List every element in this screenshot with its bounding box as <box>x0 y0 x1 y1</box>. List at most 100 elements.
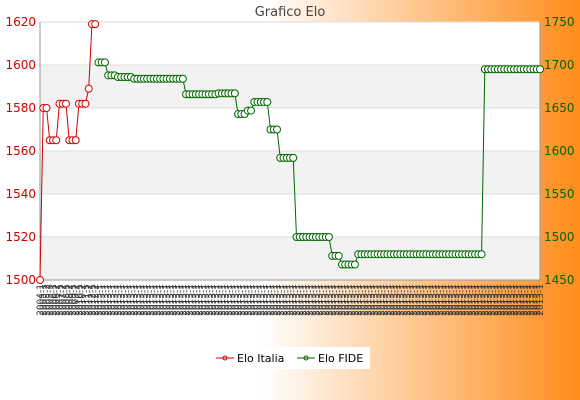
point-elo-fide <box>263 97 272 106</box>
x-tick-label: 2013-1 <box>286 284 296 316</box>
x-tick-label: 2013-1 <box>429 284 439 316</box>
x-tick-label: 2013-1 <box>361 284 371 316</box>
x-tick-label: 2013-1 <box>445 284 455 316</box>
x-tick-label: 2008-2 <box>65 284 75 316</box>
x-tick-label: 2013-1 <box>322 284 332 316</box>
point-elo-fide <box>350 260 359 269</box>
y-right-tick-label: 1700 <box>544 58 575 72</box>
x-tick-label: 2013-1 <box>273 284 283 316</box>
x-tick-label: 2013-1 <box>215 284 225 316</box>
x-tick-label: 2013-1 <box>137 284 147 316</box>
x-tick-labels: 2004-12005-12005-22005-32006-12006-22007… <box>36 284 546 316</box>
x-tick-label: 2013-1 <box>169 284 179 316</box>
y-right-tick-label: 1600 <box>544 144 575 158</box>
legend-box <box>210 347 370 369</box>
x-tick-label: 2013-1 <box>166 284 176 316</box>
x-tick-label: 2013-1 <box>500 284 510 316</box>
x-tick-label: 2013-1 <box>491 284 501 316</box>
x-tick-label: 2013-1 <box>517 284 527 316</box>
x-tick-label: 2011-2 <box>85 284 95 316</box>
x-tick-label: 2013-1 <box>208 284 218 316</box>
y-left-tick-label: 1520 <box>5 230 36 244</box>
x-tick-label: 2013-1 <box>302 284 312 316</box>
x-tick-label: 2013-1 <box>497 284 507 316</box>
y-left-tick-label: 1600 <box>5 58 36 72</box>
x-tick-label: 2013-1 <box>280 284 290 316</box>
x-tick-label: 2013-1 <box>487 284 497 316</box>
x-tick-label: 2013-1 <box>390 284 400 316</box>
point-elo-fide <box>178 74 187 83</box>
x-tick-label: 2013-1 <box>318 284 328 316</box>
x-tick-label: 2013-1 <box>536 284 546 316</box>
x-tick-label: 2013-1 <box>416 284 426 316</box>
x-tick-label: 2013-1 <box>494 284 504 316</box>
x-tick-label: 2013-1 <box>435 284 445 316</box>
x-tick-label: 2013-1 <box>146 284 156 316</box>
x-tick-label: 2013-1 <box>231 284 241 316</box>
x-tick-label: 2013-1 <box>156 284 166 316</box>
point-elo-fide <box>230 89 239 98</box>
x-tick-label: 2013-1 <box>211 284 221 316</box>
x-tick-label: 2006-1 <box>49 284 59 316</box>
point-elo-italia <box>61 99 70 108</box>
x-tick-label: 2010-2 <box>78 284 88 316</box>
x-tick-label: 2013-1 <box>120 284 130 316</box>
x-tick-label: 2005-3 <box>46 284 56 316</box>
x-tick-label: 2007-2 <box>59 284 69 316</box>
x-tick-label: 2013-1 <box>228 284 238 316</box>
x-tick-label: 2013-1 <box>133 284 143 316</box>
x-tick-label: 2013-1 <box>296 284 306 316</box>
x-tick-label: 2013-1 <box>205 284 215 316</box>
chart-title: Grafico Elo <box>255 5 326 20</box>
x-tick-label: 2013-1 <box>523 284 533 316</box>
x-tick-label: 2006-2 <box>52 284 62 316</box>
point-elo-fide <box>334 251 343 260</box>
x-tick-label: 2007-1 <box>55 284 65 316</box>
x-tick-label: 2013-1 <box>299 284 309 316</box>
point-elo-fide <box>100 58 109 67</box>
y-left-tick-label: 1620 <box>5 15 36 29</box>
y-right-tick-label: 1650 <box>544 101 575 115</box>
x-tick-label: 2013-1 <box>257 284 267 316</box>
x-tick-label: 2013-1 <box>189 284 199 316</box>
series-points <box>36 20 544 284</box>
x-tick-label: 2013-1 <box>260 284 270 316</box>
x-tick-label: 2013-1 <box>338 284 348 316</box>
point-elo-italia <box>52 136 61 145</box>
x-tick-label: 2013-1 <box>153 284 163 316</box>
point-elo-italia <box>42 104 51 112</box>
x-tick-label: 2013-1 <box>244 284 254 316</box>
y-right-tick-label: 1550 <box>544 187 575 201</box>
x-tick-label: 2013-1 <box>335 284 345 316</box>
x-tick-label: 2013-1 <box>130 284 140 316</box>
x-tick-label: 2013-1 <box>107 284 117 316</box>
x-tick-label: 2013-1 <box>305 284 315 316</box>
x-tick-label: 2010-1 <box>75 284 85 316</box>
point-elo-italia <box>81 99 90 108</box>
x-tick-label: 2013-1 <box>474 284 484 316</box>
x-tick-label: 2013-1 <box>507 284 517 316</box>
x-tick-label: 2012-2 <box>91 284 101 316</box>
x-tick-label: 2005-2 <box>42 284 52 316</box>
x-tick-label: 2013-1 <box>526 284 536 316</box>
x-tick-label: 2013-1 <box>172 284 182 316</box>
x-tick-label: 2013-1 <box>312 284 322 316</box>
plot-band <box>40 237 540 280</box>
x-tick-label: 2013-1 <box>419 284 429 316</box>
point-elo-fide <box>324 233 333 241</box>
x-tick-label: 2013-1 <box>101 284 111 316</box>
x-tick-label: 2013-1 <box>484 284 494 316</box>
x-tick-label: 2013-1 <box>413 284 423 316</box>
y-left-tick-label: 1580 <box>5 101 36 115</box>
legend-marker-elo-italia <box>222 355 228 361</box>
x-tick-label: 2013-1 <box>432 284 442 316</box>
x-tick-label: 2013-1 <box>241 284 251 316</box>
x-tick-label: 2013-1 <box>471 284 481 316</box>
x-tick-label: 2013-1 <box>237 284 247 316</box>
x-tick-label: 2008-1 <box>62 284 72 316</box>
x-tick-label: 2013-1 <box>117 284 127 316</box>
x-tick-label: 2013-1 <box>331 284 341 316</box>
x-tick-label: 2013-1 <box>150 284 160 316</box>
